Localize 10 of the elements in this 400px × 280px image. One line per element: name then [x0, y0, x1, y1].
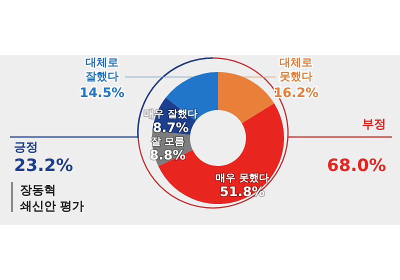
slice-label: 대체로 못했다 [280, 56, 312, 83]
slice-label: 매우 못했다 [216, 172, 270, 184]
text: 부정 [362, 117, 386, 131]
data-label: 8.7% [152, 120, 189, 136]
text: 장동혁 쇄신안 평가 [19, 183, 84, 213]
text: 68.0% [327, 156, 386, 176]
data-label: 14.5% [79, 86, 125, 101]
text: 23.2% [14, 156, 73, 176]
text: 긍정 [14, 140, 38, 154]
slice-label: 대체로 잘했다 [86, 56, 118, 83]
